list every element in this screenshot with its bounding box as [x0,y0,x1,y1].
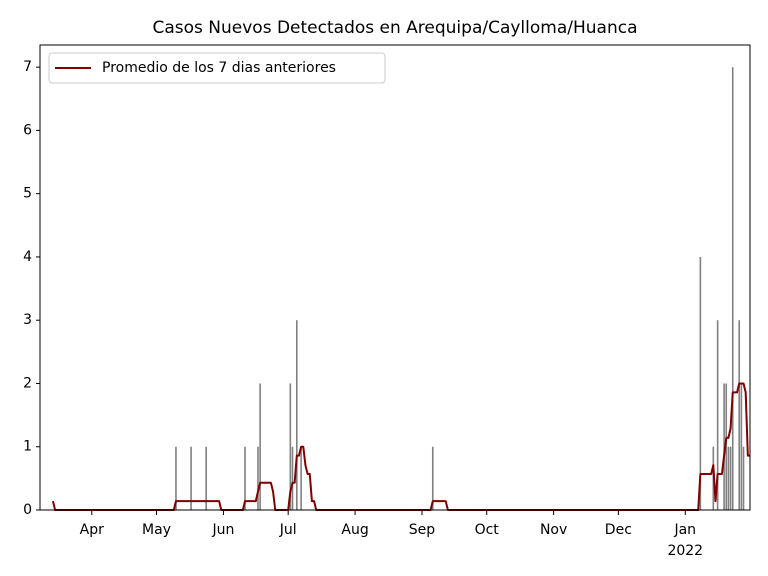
bar [300,446,302,510]
bar [259,383,261,510]
x-tick-label: May [142,522,171,538]
bar [716,320,719,510]
bar [431,446,434,510]
plot-frame [39,44,751,511]
bar [175,446,177,510]
y-tick-label: 3 [23,312,32,328]
bar [731,67,734,511]
y-tick-label: 6 [23,122,32,138]
bar [727,446,730,510]
legend-label: Promedio de los 7 dias anteriores [102,60,336,76]
bar [740,383,743,510]
bar [725,383,728,510]
y-tick-label: 7 [23,59,32,75]
x-tick-label: Oct [475,522,500,538]
y-tick-label: 1 [23,439,32,455]
bar [190,446,192,510]
x-tick-label: Jun [211,522,234,538]
bar [296,320,298,510]
chart-title: Casos Nuevos Detectados en Arequipa/Cayl… [152,18,637,38]
bar [205,446,207,510]
y-tick-label: 2 [23,375,32,391]
bar [742,446,745,510]
legend-box [48,52,386,84]
x-tick-label: Apr [80,522,104,538]
bar [699,256,702,510]
bar [729,446,732,510]
y-tick-label: 4 [23,249,32,265]
line-series [51,382,750,511]
x-tick-label: Dec [605,522,632,538]
bar [723,383,725,510]
x-tick-label: Jan 2022 [667,522,703,559]
y-tick-label: 0 [23,502,32,518]
x-tick-label: Jul [279,522,297,538]
bar [291,446,294,510]
bar [257,446,259,510]
x-tick-label: Nov [540,522,567,538]
bar [289,383,292,510]
bar [738,320,741,510]
x-tick-label: Sep [409,522,436,538]
y-tick-label: 5 [23,186,32,202]
x-tick-label: Aug [341,522,368,538]
bar [244,446,246,510]
